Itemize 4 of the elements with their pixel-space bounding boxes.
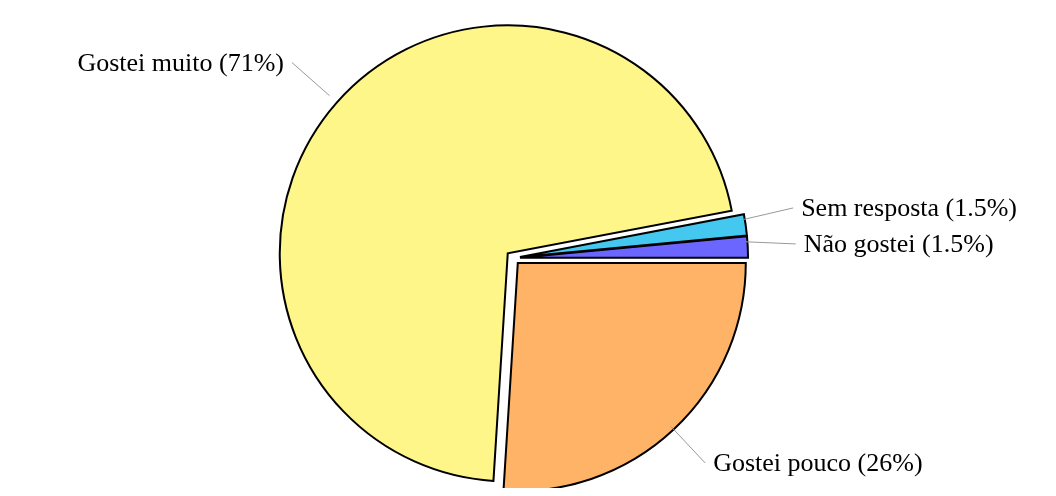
- slice-label: Gostei pouco (26%): [713, 448, 923, 478]
- slice-label: Não gostei (1.5%): [803, 229, 994, 259]
- slice-label: Gostei muito (71%): [77, 48, 284, 78]
- slice-label: Sem resposta (1.5%): [801, 193, 1018, 223]
